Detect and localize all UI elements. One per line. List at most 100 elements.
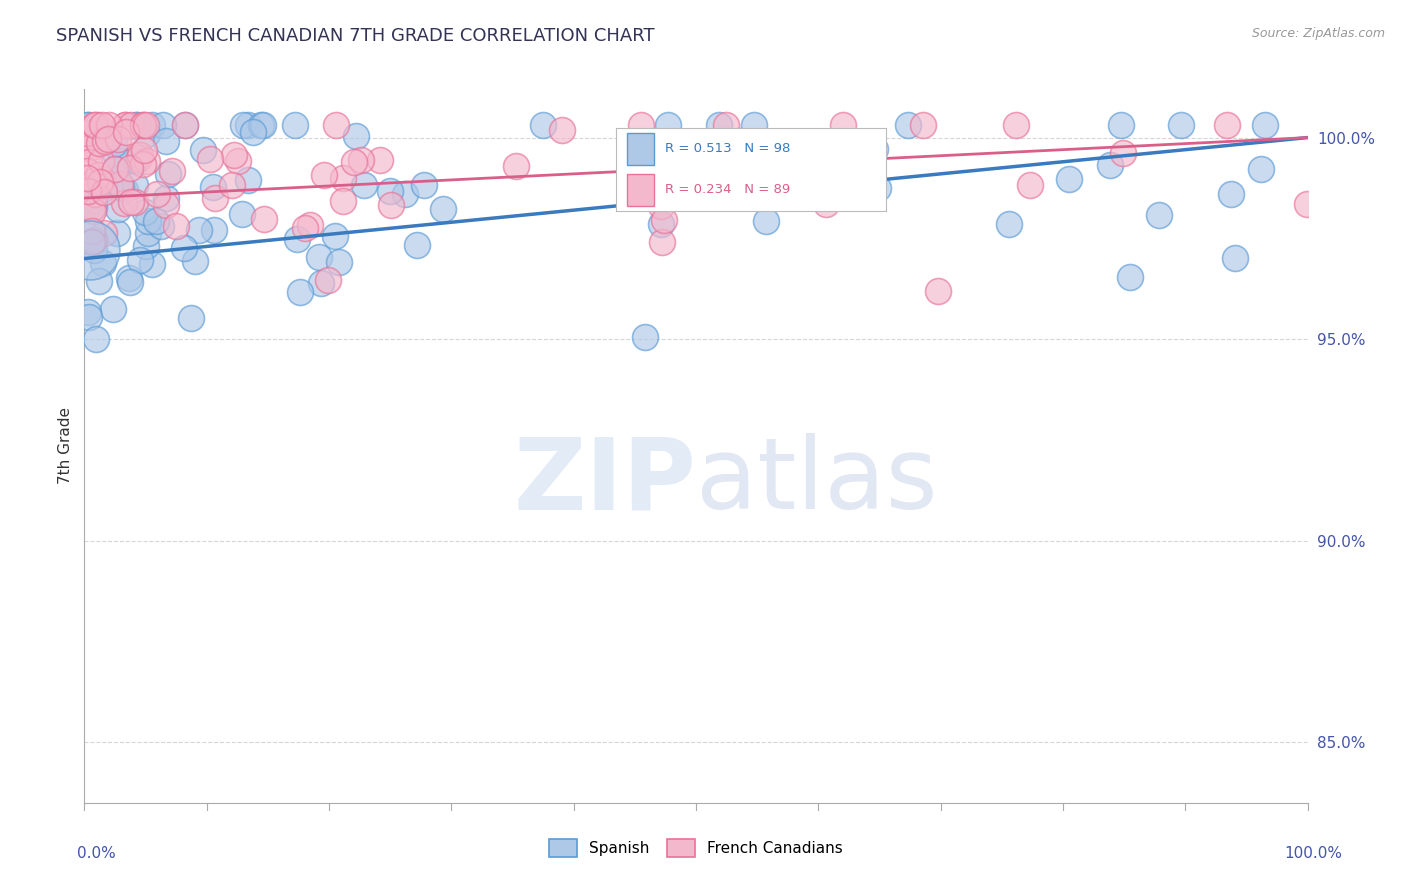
Point — [77, 119, 100, 133]
Point — [132, 143, 155, 157]
Point — [657, 119, 679, 133]
Point — [714, 119, 737, 133]
Point — [101, 301, 124, 316]
Point — [316, 273, 339, 287]
Point — [134, 205, 156, 219]
Point — [221, 178, 243, 192]
Point — [125, 154, 148, 169]
Point — [124, 194, 146, 209]
Point — [285, 232, 308, 246]
Point — [406, 238, 429, 252]
Point — [226, 154, 249, 169]
Point — [191, 143, 214, 157]
Point — [120, 119, 142, 133]
Point — [124, 178, 146, 192]
Point — [897, 119, 920, 133]
Text: ZIP: ZIP — [513, 434, 696, 530]
Point — [198, 152, 221, 166]
Point — [83, 233, 105, 247]
Point — [90, 176, 112, 190]
Point — [308, 250, 330, 264]
Point — [328, 254, 350, 268]
Point — [77, 155, 100, 169]
Point — [98, 119, 121, 133]
Point — [114, 119, 136, 133]
Point — [135, 153, 157, 168]
Point — [1018, 178, 1040, 192]
Point — [77, 119, 100, 133]
Point — [815, 197, 838, 211]
Point — [160, 164, 183, 178]
Point — [79, 244, 101, 258]
Point — [432, 202, 454, 217]
Point — [709, 119, 731, 133]
Point — [912, 119, 935, 133]
Point — [76, 171, 98, 186]
Point — [83, 119, 105, 133]
Point — [323, 229, 346, 244]
Point — [1250, 161, 1272, 176]
Point — [82, 202, 104, 216]
Point — [118, 119, 141, 133]
Point — [252, 119, 274, 133]
Point — [845, 173, 868, 187]
Point — [242, 125, 264, 139]
Point — [236, 172, 259, 186]
Point — [132, 157, 155, 171]
Point — [222, 148, 245, 162]
Point — [138, 226, 160, 240]
Point — [332, 194, 354, 209]
Text: 100.0%: 100.0% — [1285, 846, 1343, 861]
Point — [343, 155, 366, 169]
Point — [87, 274, 110, 288]
Point — [77, 200, 100, 214]
Point — [103, 137, 125, 152]
Point — [91, 171, 114, 186]
Point — [173, 241, 195, 255]
Point — [344, 128, 367, 143]
Point — [135, 239, 157, 253]
Point — [1170, 119, 1192, 133]
Point — [128, 252, 150, 267]
Point — [1057, 172, 1080, 186]
Point — [1112, 146, 1135, 161]
Point — [149, 219, 172, 233]
Point — [104, 162, 127, 177]
Point — [83, 243, 105, 257]
Point — [650, 217, 672, 231]
Point — [86, 332, 108, 346]
Point — [90, 153, 112, 168]
Point — [84, 174, 107, 188]
Point — [156, 167, 179, 181]
Point — [118, 270, 141, 285]
Point — [652, 212, 675, 227]
Point — [114, 183, 136, 197]
Point — [110, 154, 132, 169]
Point — [755, 214, 778, 228]
Point — [505, 159, 527, 173]
Point — [76, 126, 98, 140]
Point — [831, 119, 853, 133]
Point — [152, 119, 174, 133]
Point — [1098, 158, 1121, 172]
Point — [77, 185, 100, 199]
Point — [87, 136, 110, 150]
Point — [204, 191, 226, 205]
Point — [135, 119, 157, 133]
Point — [927, 285, 949, 299]
Point — [141, 119, 163, 133]
Point — [634, 330, 657, 344]
Point — [87, 119, 110, 133]
Point — [299, 218, 322, 232]
Point — [174, 119, 197, 133]
Legend: Spanish, French Canadians: Spanish, French Canadians — [543, 833, 849, 863]
Point — [651, 235, 673, 249]
Point — [104, 161, 127, 176]
Point — [107, 132, 129, 146]
Point — [202, 223, 225, 237]
Point — [83, 193, 105, 207]
Point — [288, 285, 311, 300]
Point — [325, 119, 347, 133]
Point — [76, 163, 98, 178]
Point — [630, 119, 652, 133]
